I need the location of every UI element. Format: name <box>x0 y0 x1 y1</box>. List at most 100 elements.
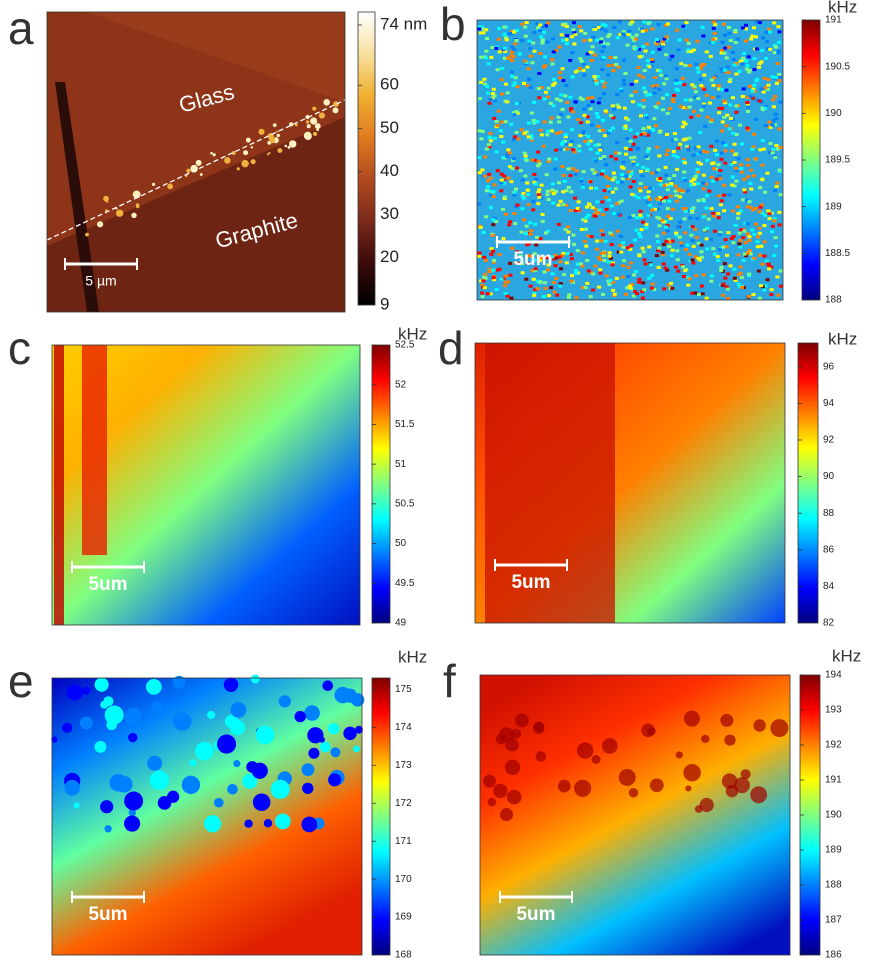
heatmap-image <box>480 675 790 955</box>
noise <box>734 179 739 183</box>
noise <box>537 96 542 100</box>
noise <box>480 27 485 31</box>
noise <box>482 275 487 279</box>
noise <box>677 189 682 193</box>
noise <box>638 181 643 185</box>
noise <box>566 225 571 229</box>
noise <box>579 121 584 125</box>
noise <box>564 189 569 193</box>
noise <box>502 174 507 178</box>
colorbar-unit: kHz <box>828 0 857 16</box>
noise <box>597 208 602 212</box>
noise <box>739 167 744 171</box>
noise <box>645 59 650 63</box>
noise <box>488 292 493 296</box>
noise <box>650 27 655 31</box>
noise <box>510 167 515 171</box>
noise <box>699 255 704 259</box>
noise <box>526 254 531 258</box>
noise <box>554 49 559 53</box>
blob <box>683 763 701 782</box>
noise <box>553 157 558 161</box>
noise <box>693 174 698 178</box>
noise <box>702 213 707 217</box>
noise <box>513 76 518 80</box>
noise <box>633 90 638 94</box>
noise <box>690 291 695 295</box>
noise <box>620 177 625 181</box>
image-frame <box>51 344 361 626</box>
noise <box>672 174 677 178</box>
colorbar-tick-label: 190 <box>825 108 842 119</box>
noise <box>592 75 597 79</box>
noise <box>561 39 566 43</box>
noise <box>594 79 599 83</box>
noise <box>732 184 737 188</box>
blob <box>124 815 141 832</box>
noise <box>564 203 569 207</box>
noise <box>554 189 559 193</box>
noise <box>760 106 765 110</box>
noise <box>655 42 660 46</box>
noise <box>645 93 650 97</box>
noise <box>625 246 630 250</box>
noise <box>586 96 591 100</box>
noise <box>676 269 681 273</box>
noise <box>632 238 637 242</box>
noise <box>678 220 683 224</box>
noise <box>611 63 616 67</box>
blob <box>104 705 124 725</box>
noise <box>535 279 540 283</box>
noise <box>676 187 681 191</box>
noise <box>693 90 698 94</box>
noise <box>666 283 671 287</box>
noise <box>488 139 493 143</box>
noise <box>631 160 636 164</box>
noise <box>533 222 538 226</box>
noise <box>540 41 545 45</box>
noise <box>569 108 574 112</box>
particle <box>284 144 288 148</box>
noise <box>751 292 756 296</box>
blob <box>230 702 247 718</box>
noise <box>648 92 653 96</box>
noise <box>572 30 577 34</box>
noise <box>657 195 662 199</box>
noise <box>769 230 774 234</box>
noise <box>496 109 501 113</box>
noise <box>598 146 603 150</box>
noise <box>763 190 768 194</box>
noise <box>523 232 528 236</box>
noise <box>702 87 707 91</box>
noise <box>696 256 701 260</box>
noise <box>626 118 631 122</box>
noise <box>663 266 668 270</box>
noise <box>519 230 524 234</box>
noise <box>529 111 534 115</box>
noise <box>722 70 727 74</box>
blob <box>576 742 594 759</box>
noise <box>747 274 752 278</box>
noise <box>632 289 637 293</box>
noise <box>487 135 492 139</box>
noise <box>601 23 606 27</box>
noise <box>734 133 739 137</box>
noise <box>628 22 633 26</box>
noise <box>657 216 662 220</box>
noise <box>550 62 555 66</box>
noise <box>709 118 714 122</box>
noise <box>683 64 688 68</box>
noise <box>611 69 616 73</box>
noise <box>503 195 508 199</box>
noise <box>546 198 551 202</box>
heatmap-image <box>52 345 360 625</box>
blob <box>294 710 306 723</box>
noise <box>621 241 626 245</box>
noise <box>572 42 577 46</box>
noise <box>480 129 485 133</box>
noise <box>766 83 771 87</box>
colorbar-tick-label: 172 <box>395 798 412 809</box>
noise <box>702 104 707 108</box>
particle <box>323 98 331 106</box>
colorbar-tick-label: 82 <box>823 618 835 629</box>
